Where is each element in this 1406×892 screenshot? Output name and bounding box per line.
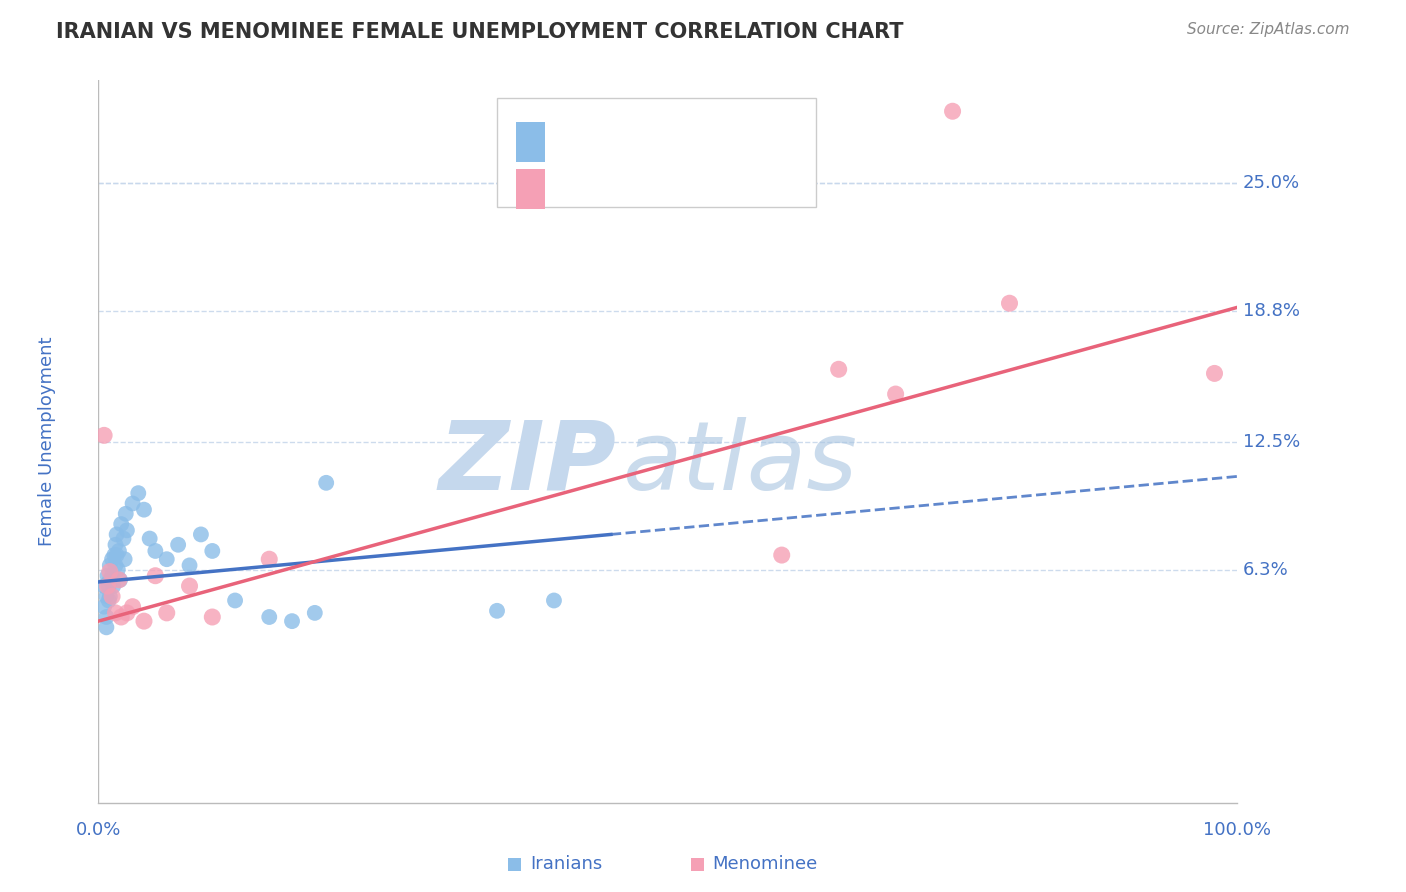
Point	[104, 558, 127, 573]
Point	[103, 579, 125, 593]
Point	[486, 604, 509, 618]
Point	[138, 532, 160, 546]
Text: 0.0%: 0.0%	[76, 821, 121, 838]
Point	[190, 527, 212, 541]
Point	[98, 558, 121, 573]
Point	[97, 593, 120, 607]
Point	[93, 599, 115, 614]
Point	[145, 544, 167, 558]
Point	[179, 579, 201, 593]
Point	[96, 610, 118, 624]
Point	[259, 610, 281, 624]
Text: R =  0.159   N =  44: R = 0.159 N = 44	[557, 133, 740, 151]
FancyBboxPatch shape	[516, 169, 546, 209]
Point	[105, 527, 128, 541]
Text: ZIP: ZIP	[439, 417, 617, 509]
Text: Iranians: Iranians	[530, 855, 603, 873]
Point	[96, 620, 118, 634]
Point	[101, 568, 124, 582]
FancyBboxPatch shape	[516, 122, 546, 162]
Point	[96, 590, 118, 604]
Point	[108, 573, 131, 587]
Point	[132, 614, 155, 628]
Point	[105, 548, 128, 562]
Point	[121, 496, 143, 510]
Point	[112, 532, 135, 546]
Point	[101, 552, 124, 566]
Point	[770, 548, 793, 562]
Point	[543, 593, 565, 607]
Text: Source: ZipAtlas.com: Source: ZipAtlas.com	[1187, 22, 1350, 37]
Point	[98, 590, 121, 604]
Text: 12.5%: 12.5%	[1243, 433, 1301, 450]
Point	[156, 606, 179, 620]
Point	[93, 579, 115, 593]
Point	[110, 517, 132, 532]
Point	[259, 552, 281, 566]
Point	[145, 568, 167, 582]
Text: 18.8%: 18.8%	[1243, 302, 1301, 320]
Point	[127, 486, 149, 500]
Point	[103, 548, 125, 562]
Point	[104, 538, 127, 552]
Point	[281, 614, 304, 628]
Point	[104, 606, 127, 620]
FancyBboxPatch shape	[690, 858, 703, 871]
Point	[108, 573, 131, 587]
Point	[998, 296, 1021, 310]
Point	[201, 544, 224, 558]
Point	[98, 573, 121, 587]
Point	[93, 428, 115, 442]
Point	[96, 568, 118, 582]
Point	[98, 565, 121, 579]
Point	[115, 524, 138, 538]
Point	[315, 475, 337, 490]
Text: R =  0.725   N =  21: R = 0.725 N = 21	[557, 180, 740, 198]
Point	[1204, 367, 1226, 381]
Text: 25.0%: 25.0%	[1243, 175, 1301, 193]
Text: Menominee: Menominee	[713, 855, 818, 873]
Point	[201, 610, 224, 624]
Point	[304, 606, 326, 620]
Point	[121, 599, 143, 614]
Text: 100.0%: 100.0%	[1204, 821, 1271, 838]
Point	[107, 562, 129, 576]
Point	[156, 552, 179, 566]
Point	[132, 502, 155, 516]
Point	[224, 593, 246, 607]
Point	[96, 579, 118, 593]
Point	[110, 610, 132, 624]
Point	[828, 362, 851, 376]
Point	[97, 579, 120, 593]
Point	[942, 104, 965, 119]
Text: IRANIAN VS MENOMINEE FEMALE UNEMPLOYMENT CORRELATION CHART: IRANIAN VS MENOMINEE FEMALE UNEMPLOYMENT…	[56, 22, 904, 42]
Point	[101, 590, 124, 604]
Point	[115, 606, 138, 620]
FancyBboxPatch shape	[498, 98, 815, 207]
Point	[167, 538, 190, 552]
Point	[884, 387, 907, 401]
Point	[179, 558, 201, 573]
FancyBboxPatch shape	[509, 858, 522, 871]
Point	[114, 552, 136, 566]
Text: 6.3%: 6.3%	[1243, 560, 1289, 579]
Point	[114, 507, 136, 521]
Point	[108, 544, 131, 558]
Text: atlas: atlas	[623, 417, 858, 509]
Text: Female Unemployment: Female Unemployment	[38, 337, 56, 546]
